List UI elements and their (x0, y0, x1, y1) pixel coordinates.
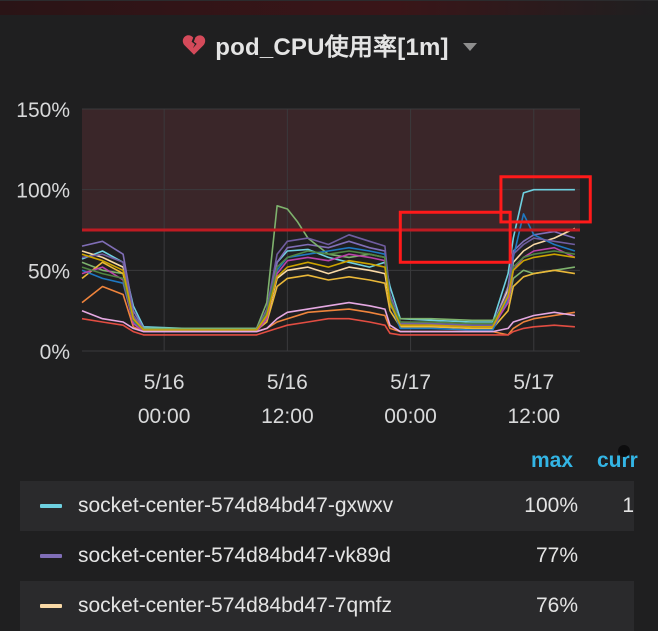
panel-header[interactable]: pod_CPU使用率[1m] (0, 27, 658, 67)
legend-series-current: 1 (622, 494, 634, 517)
legend-series-max: 76% (535, 594, 578, 617)
legend-series-name[interactable]: socket-center-574d84bd47-7qmfz (78, 594, 393, 617)
scrollbar-thumb[interactable] (618, 445, 630, 457)
y-tick-label: 0% (40, 341, 70, 364)
series-line (81, 253, 576, 331)
legend-header: max curr (0, 449, 658, 479)
legend-series-max: 100% (524, 494, 578, 517)
x-tick-label-time: 00:00 (384, 405, 437, 428)
legend-row[interactable]: socket-center-574d84bd47-vk89d 77% (20, 531, 634, 581)
highlight-box (398, 210, 512, 264)
legend-series-max: 77% (535, 544, 578, 567)
legend-row[interactable]: socket-center-574d84bd47-gxwxv 100% 1 (20, 481, 634, 531)
series-swatch[interactable] (40, 604, 62, 608)
panel-top-band (0, 1, 658, 15)
y-tick-label: 150% (16, 99, 70, 122)
x-tick-label-time: 12:00 (261, 405, 314, 428)
threshold-region (82, 109, 580, 230)
x-tick-label-date: 5/16 (144, 371, 185, 394)
y-tick-label: 100% (16, 180, 70, 203)
highlight-box (499, 175, 592, 224)
legend-series-name[interactable]: socket-center-574d84bd47-gxwxv (78, 494, 394, 517)
broken-heart-icon[interactable] (181, 32, 207, 58)
x-tick-label-date: 5/16 (267, 371, 308, 394)
panel-title[interactable]: pod_CPU使用率[1m] (215, 34, 449, 61)
line-chart: 0% 50% 100% 150% 5/16 00:00 5/16 12:00 5/17 00:00… (16, 99, 592, 428)
x-tick-label-date: 5/17 (513, 371, 554, 394)
x-tick-label-date: 5/17 (390, 371, 431, 394)
y-tick-label: 50% (28, 260, 70, 283)
x-tick-label-time: 12:00 (508, 405, 561, 428)
caret-down-icon[interactable] (462, 42, 477, 51)
x-tick-label-time: 00:00 (138, 405, 191, 428)
series-swatch[interactable] (40, 554, 62, 558)
legend-table: socket-center-574d84bd47-gxwxv 100% 1 so… (20, 481, 634, 631)
legend-row[interactable]: socket-center-574d84bd47-7qmfz 76% (20, 581, 634, 631)
panel-title-wrap[interactable]: pod_CPU使用率[1m] (181, 27, 477, 62)
legend-col-max[interactable]: max (531, 449, 574, 472)
legend-series-name[interactable]: socket-center-574d84bd47-vk89d (78, 544, 391, 567)
series-line (81, 234, 576, 331)
series-line (81, 301, 576, 333)
series-swatch[interactable] (40, 504, 62, 508)
series-line (81, 317, 575, 336)
